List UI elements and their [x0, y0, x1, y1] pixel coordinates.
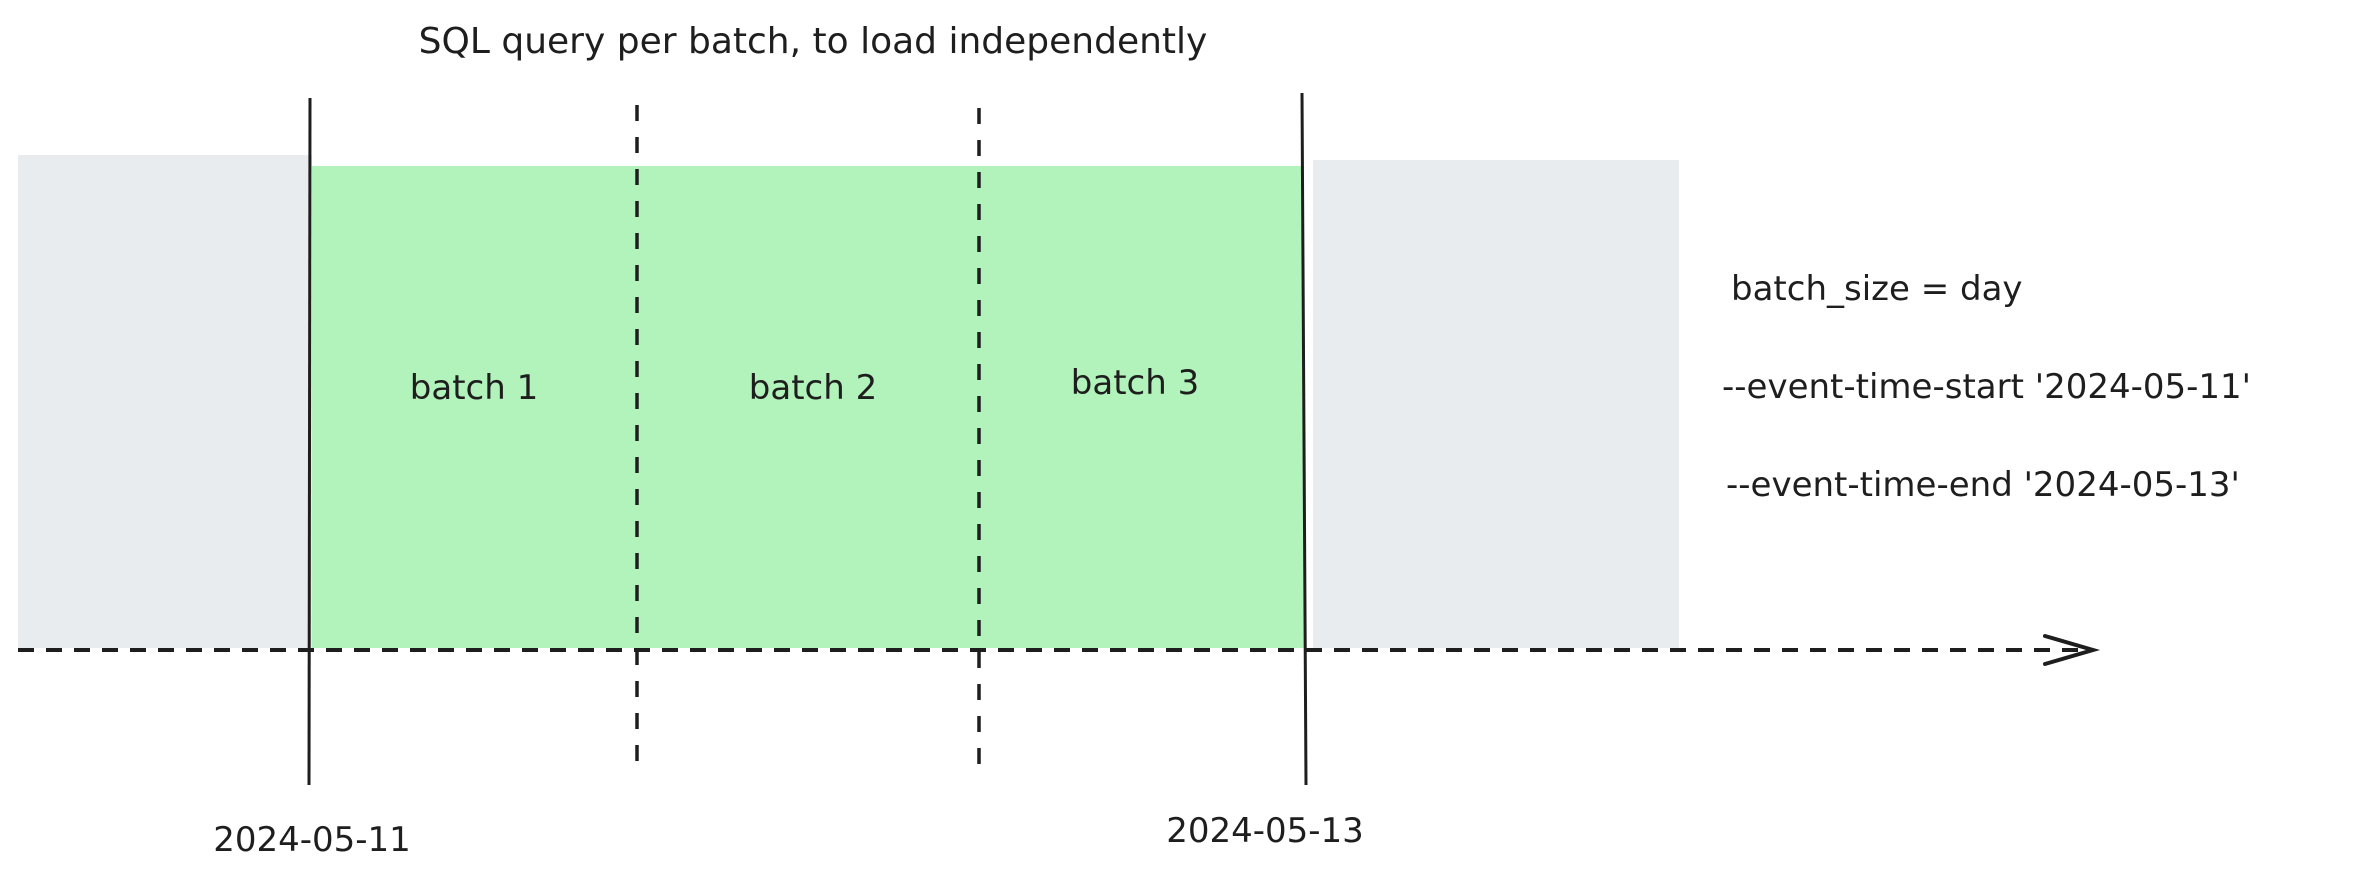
end-date-label: 2024-05-13 — [1166, 811, 1364, 851]
out-of-range-left-area — [18, 155, 312, 648]
event-time-start-config: --event-time-start '2024-05-11' — [1722, 367, 2252, 407]
out-of-range-right-area — [1313, 160, 1679, 648]
diagram-title: SQL query per batch, to load independent… — [418, 21, 1208, 62]
selected-range-area — [312, 166, 1304, 648]
batch-label-3: batch 3 — [1070, 363, 1200, 403]
batch-label-2: batch 2 — [748, 368, 878, 408]
batch-label-1: batch 1 — [409, 368, 539, 408]
end-boundary-line — [1300, 92, 1308, 786]
start-boundary-line — [307, 97, 312, 786]
start-date-label: 2024-05-11 — [213, 820, 411, 860]
event-time-end-config: --event-time-end '2024-05-13' — [1726, 465, 2240, 505]
batch-size-config: batch_size = day — [1731, 269, 2023, 309]
timeline-arrow-head — [2043, 634, 2101, 666]
